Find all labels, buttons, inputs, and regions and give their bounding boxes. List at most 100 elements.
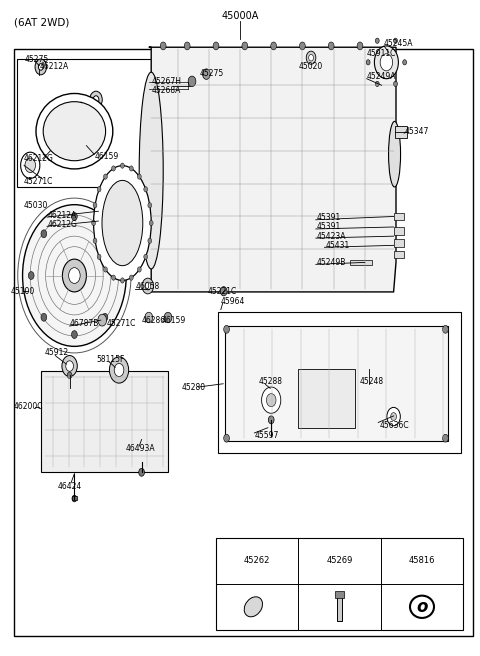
Circle shape <box>375 81 379 87</box>
Circle shape <box>139 468 144 476</box>
Text: 45100: 45100 <box>11 287 35 296</box>
Text: 45262: 45262 <box>244 556 270 565</box>
Circle shape <box>300 42 305 50</box>
Circle shape <box>374 46 398 79</box>
Text: 45249A: 45249A <box>367 72 396 81</box>
Bar <box>72 496 77 500</box>
Bar <box>335 591 345 598</box>
Bar <box>225 326 448 441</box>
Bar <box>218 312 461 453</box>
Text: 45221C: 45221C <box>207 287 237 297</box>
Text: 46493A: 46493A <box>126 443 156 453</box>
Circle shape <box>92 220 96 226</box>
Circle shape <box>443 325 448 333</box>
Bar <box>14 49 473 636</box>
Circle shape <box>72 331 77 338</box>
Text: 45964: 45964 <box>221 297 245 306</box>
Circle shape <box>120 278 124 283</box>
Text: 45267H: 45267H <box>151 77 181 86</box>
Text: 46787B: 46787B <box>70 319 99 328</box>
Ellipse shape <box>410 596 434 618</box>
Text: 45271C: 45271C <box>107 319 136 328</box>
Text: 46286: 46286 <box>142 316 166 325</box>
Circle shape <box>35 59 47 75</box>
Text: 45249B: 45249B <box>317 258 346 267</box>
Circle shape <box>23 205 126 346</box>
Circle shape <box>72 495 77 502</box>
Text: 45391: 45391 <box>317 222 341 232</box>
Circle shape <box>309 54 313 61</box>
Circle shape <box>271 42 276 50</box>
Circle shape <box>387 407 400 426</box>
Bar <box>394 251 404 258</box>
Circle shape <box>306 51 316 64</box>
Text: 46212G: 46212G <box>48 220 78 229</box>
Bar <box>216 538 463 630</box>
Circle shape <box>142 278 154 294</box>
Text: 45030: 45030 <box>24 201 48 211</box>
Circle shape <box>97 187 101 192</box>
Text: (6AT 2WD): (6AT 2WD) <box>14 18 70 28</box>
Circle shape <box>242 42 248 50</box>
Ellipse shape <box>102 180 143 266</box>
Circle shape <box>98 314 107 326</box>
Text: 45911C: 45911C <box>367 49 396 58</box>
Text: 45268A: 45268A <box>151 86 180 95</box>
Ellipse shape <box>389 121 400 187</box>
Circle shape <box>144 187 148 192</box>
Circle shape <box>102 230 108 237</box>
Circle shape <box>391 413 396 420</box>
Circle shape <box>69 268 80 283</box>
Ellipse shape <box>36 93 113 169</box>
Bar <box>17 59 161 187</box>
Circle shape <box>268 416 274 424</box>
Circle shape <box>115 272 120 279</box>
Circle shape <box>145 312 153 323</box>
Text: 46159: 46159 <box>95 152 120 161</box>
Circle shape <box>328 42 334 50</box>
Bar <box>41 371 168 472</box>
Circle shape <box>394 81 397 87</box>
Circle shape <box>220 287 227 296</box>
Circle shape <box>224 434 229 442</box>
Bar <box>394 227 404 235</box>
Text: 45000A: 45000A <box>221 11 259 22</box>
Circle shape <box>266 394 276 407</box>
Text: 45248: 45248 <box>360 377 384 386</box>
Circle shape <box>102 314 108 321</box>
Text: 46212G: 46212G <box>24 154 54 163</box>
Circle shape <box>41 230 47 237</box>
Circle shape <box>380 54 393 71</box>
Text: 58115F: 58115F <box>96 355 124 364</box>
Circle shape <box>203 69 210 79</box>
Circle shape <box>224 325 229 333</box>
Text: 45245A: 45245A <box>384 39 413 48</box>
Circle shape <box>213 42 219 50</box>
Bar <box>394 213 404 220</box>
Circle shape <box>111 275 115 280</box>
Circle shape <box>38 64 43 70</box>
Circle shape <box>164 312 172 323</box>
Text: o: o <box>416 598 428 616</box>
Circle shape <box>144 254 148 259</box>
Circle shape <box>111 166 115 171</box>
Circle shape <box>137 267 141 272</box>
Circle shape <box>130 275 133 280</box>
Circle shape <box>72 213 77 220</box>
Circle shape <box>443 434 448 442</box>
Circle shape <box>145 282 151 290</box>
Circle shape <box>120 163 124 168</box>
Text: 46424: 46424 <box>58 482 82 491</box>
Circle shape <box>28 272 34 279</box>
Circle shape <box>104 174 108 179</box>
Text: 45288: 45288 <box>258 377 282 386</box>
Text: 46212A: 46212A <box>39 62 69 72</box>
Text: 45423A: 45423A <box>317 232 346 241</box>
Circle shape <box>90 91 102 108</box>
Circle shape <box>104 267 108 272</box>
Circle shape <box>375 38 379 43</box>
Circle shape <box>394 38 397 43</box>
Text: 45816: 45816 <box>409 556 435 565</box>
Text: 45020: 45020 <box>299 62 323 72</box>
Circle shape <box>184 42 190 50</box>
